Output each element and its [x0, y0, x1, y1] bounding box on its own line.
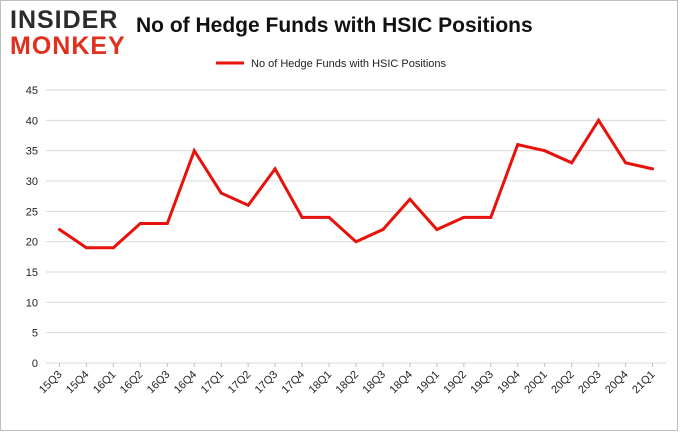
x-tick-label: 16Q1: [91, 369, 119, 397]
x-tick-label: 20Q2: [549, 369, 577, 397]
legend: No of Hedge Funds with HSIC Positions: [216, 58, 447, 70]
x-tick-label: 19Q1: [414, 369, 442, 397]
data-point: [273, 167, 277, 171]
data-point: [516, 143, 520, 147]
y-tick-label: 25: [26, 206, 38, 218]
data-point: [84, 246, 88, 250]
y-tick-label: 10: [26, 297, 38, 309]
x-tick-label: 16Q2: [118, 369, 146, 397]
legend-label: No of Hedge Funds with HSIC Positions: [251, 58, 447, 70]
data-point: [192, 149, 196, 153]
data-point: [246, 203, 250, 207]
y-axis-ticks: 0 5 10 15 20 25 30 35 40 45: [26, 85, 38, 370]
data-point: [489, 215, 493, 219]
data-point: [408, 197, 412, 201]
data-point: [543, 149, 547, 153]
data-point: [651, 167, 655, 171]
y-tick-label: 20: [26, 237, 38, 249]
x-tick-label: 20Q3: [576, 369, 604, 397]
series-line-0: [58, 117, 653, 250]
logo-line-1: INSIDER: [10, 6, 119, 34]
x-tick-label: 16Q4: [172, 369, 200, 397]
data-point: [57, 228, 61, 232]
x-tick-label: 17Q4: [280, 369, 308, 397]
logo-line-2: MONKEY: [10, 32, 126, 60]
x-tick-label: 20Q1: [522, 369, 550, 397]
data-point: [597, 118, 601, 122]
x-tick-label: 19Q3: [468, 369, 496, 397]
data-point: [165, 221, 169, 225]
x-tick-label: 18Q3: [361, 369, 389, 397]
x-axis-ticks: 15Q3 15Q4 16Q1 16Q2 16Q3 16Q4 17Q1 17Q2 17Q3 17Q4…: [37, 363, 658, 396]
x-tick-label: 16Q3: [145, 369, 173, 397]
x-tick-label: 18Q2: [334, 369, 362, 397]
data-point: [327, 215, 331, 219]
y-tick-label: 0: [32, 358, 38, 370]
series-layer: [57, 117, 655, 250]
y-tick-label: 35: [26, 146, 38, 158]
insider-monkey-logo: INSIDER MONKEY: [10, 8, 126, 59]
x-tick-label: 19Q4: [495, 369, 523, 397]
data-point: [570, 161, 574, 165]
data-point: [219, 191, 223, 195]
x-tick-label: 15Q3: [37, 369, 65, 397]
data-point: [381, 228, 385, 232]
x-tick-label: 15Q4: [64, 369, 92, 397]
x-tick-label: 18Q1: [307, 369, 335, 397]
chart-title: No of Hedge Funds with HSIC Positions: [136, 14, 533, 37]
x-tick-label: 17Q2: [226, 369, 254, 397]
data-point: [354, 240, 358, 244]
x-tick-label: 20Q4: [603, 369, 631, 397]
data-point: [138, 221, 142, 225]
y-tick-label: 45: [26, 85, 38, 97]
y-tick-label: 40: [26, 115, 38, 127]
x-tick-label: 21Q1: [630, 369, 658, 397]
data-point: [111, 246, 115, 250]
data-point: [624, 161, 628, 165]
x-tick-label: 17Q3: [253, 369, 281, 397]
y-tick-label: 15: [26, 267, 38, 279]
x-tick-label: 19Q2: [441, 369, 469, 397]
data-point: [300, 215, 304, 219]
y-tick-label: 5: [32, 328, 38, 340]
x-tick-label: 18Q4: [388, 369, 416, 397]
data-point: [435, 228, 439, 232]
data-point: [462, 215, 466, 219]
x-tick-label: 17Q1: [199, 369, 227, 397]
y-tick-label: 30: [26, 176, 38, 188]
